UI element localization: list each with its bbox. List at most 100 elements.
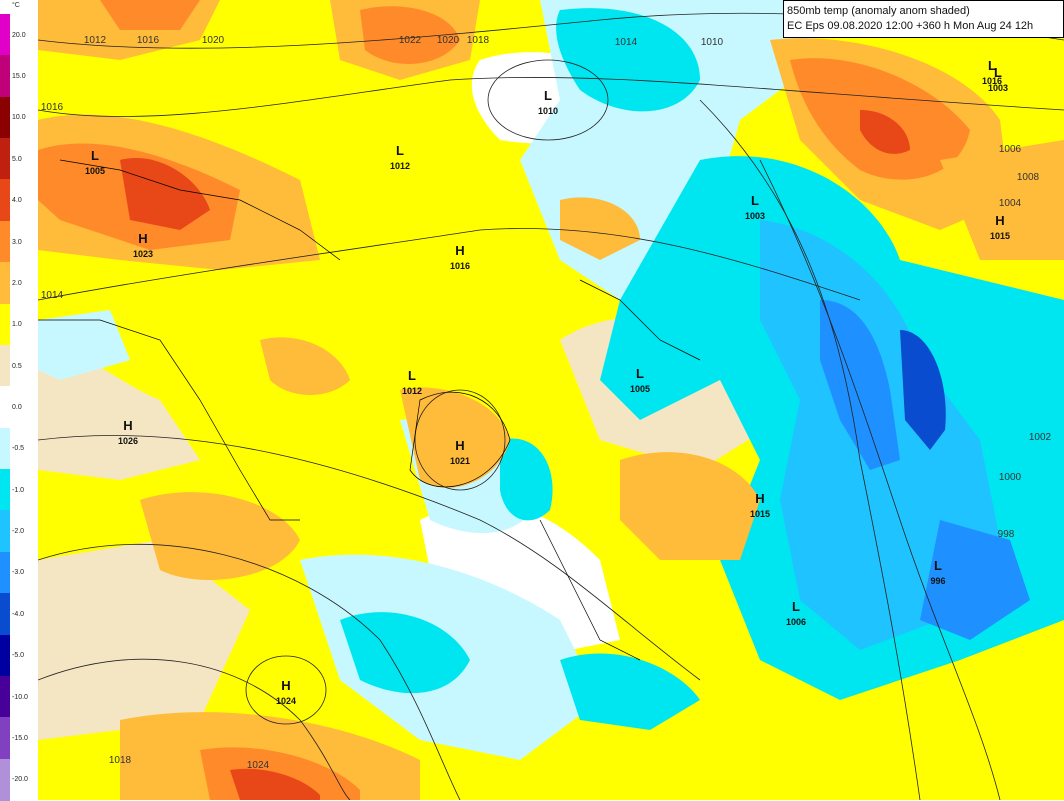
pressure-center-value: 1024 [276, 696, 296, 706]
legend-swatch [0, 634, 10, 677]
neutral-area [38, 540, 250, 740]
pressure-center-value: 1021 [450, 456, 470, 466]
pressure-center-letter: H [755, 491, 764, 506]
pressure-center-value: 1005 [630, 384, 650, 394]
title-line2: EC Eps 09.08.2020 12:00 +360 h Mon Aug 2… [787, 20, 1034, 32]
legend-swatch [0, 717, 10, 760]
legend-label: -0.5 [12, 445, 25, 453]
legend-label: 5.0 [12, 155, 22, 163]
legend-label: -20.0 [12, 776, 28, 784]
warm-area [560, 197, 640, 260]
isobar-label: 1022 [399, 35, 422, 46]
pressure-center-letter: L [751, 193, 759, 208]
cold-area [820, 300, 900, 470]
warm-area [360, 6, 460, 64]
pressure-center-value: 1012 [390, 161, 410, 171]
pressure-center-letter: H [123, 418, 132, 433]
warm-area [860, 110, 910, 154]
legend-label: -2.0 [12, 528, 25, 536]
legend-swatch [0, 96, 10, 140]
pressure-center-value: 1006 [786, 617, 806, 627]
legend-swatch [0, 14, 10, 57]
cold-area [560, 653, 700, 730]
legend-swatch [0, 344, 10, 388]
legend-swatch [0, 220, 10, 264]
isobar-label: 1020 [202, 35, 225, 46]
legend-swatch [0, 675, 10, 719]
isobar-label: 1016 [137, 35, 160, 46]
pressure-center-value: 1026 [118, 436, 138, 446]
pressure-center-value: 1005 [85, 166, 105, 176]
legend-swatch [0, 303, 10, 346]
cold-area [920, 520, 1030, 640]
legend-swatch [0, 510, 10, 553]
legend-label: 2.0 [12, 279, 22, 287]
legend-swatch [0, 179, 10, 222]
pressure-center-letter: L [396, 143, 404, 158]
isobar-label: 1016 [41, 102, 64, 113]
legend-swatch [0, 427, 10, 471]
legend-label: 3.0 [12, 238, 22, 246]
legend-label: -4.0 [12, 610, 25, 618]
legend-swatch [0, 758, 10, 801]
legend-label: 0.0 [12, 404, 22, 411]
legend-swatch [0, 593, 10, 636]
pressure-center-letter: L [636, 366, 644, 381]
warm-area [120, 158, 210, 230]
title-line1: 850mb temp (anomaly anom shaded) [787, 5, 970, 17]
isobar-label: 1008 [1017, 172, 1040, 183]
warm-area [940, 140, 1064, 260]
warm-area [100, 0, 200, 30]
pressure-center-letter: H [281, 678, 290, 693]
isobar-label: 1006 [999, 144, 1022, 155]
pressure-center-letter: L [544, 88, 552, 103]
legend-unit: °C [12, 2, 20, 9]
pressure-center-letter: L [994, 65, 1002, 80]
legend-label: -10.0 [12, 693, 28, 701]
coastlines [38, 159, 701, 661]
pressure-center-letter: H [138, 231, 147, 246]
neutral-area [38, 354, 200, 480]
pressure-center-value: 1012 [402, 386, 422, 396]
isobar-label: 1018 [109, 755, 132, 766]
legend-label: -3.0 [12, 569, 25, 577]
pressure-center-letter: L [792, 599, 800, 614]
cold-area [500, 438, 553, 521]
legend-label: 1.0 [12, 321, 22, 329]
warm-area [140, 492, 300, 580]
legend-label: -5.0 [12, 652, 25, 660]
isobar-label: 1024 [247, 760, 270, 771]
legend-label: 15.0 [12, 73, 26, 81]
isobar-label: 1014 [41, 290, 64, 301]
pressure-center-value: 996 [930, 576, 945, 586]
warm-area [400, 387, 510, 488]
isobar-label: 1014 [615, 37, 638, 48]
isobar-label: 1018 [467, 35, 490, 46]
legend-label: 20.0 [12, 31, 26, 39]
pressure-center-letter: H [455, 438, 464, 453]
isobar-label: 998 [998, 529, 1015, 540]
pressure-center-letter: H [995, 213, 1004, 228]
legend-label: -1.0 [12, 486, 25, 494]
legend-label: 4.0 [12, 197, 22, 205]
pressure-center-value: 1016 [450, 261, 470, 271]
pressure-center-value: 1015 [990, 231, 1010, 241]
pressure-center-value: 1016 [982, 76, 1002, 86]
legend-label: -15.0 [12, 734, 28, 742]
pressure-center-letter: L [934, 558, 942, 573]
pressure-center-value: 1010 [538, 106, 558, 116]
warm-area [260, 337, 350, 395]
cold-area [900, 330, 946, 450]
isobar-label: 1004 [999, 198, 1022, 209]
isobar-label: 1002 [1029, 432, 1052, 443]
map-title: 850mb temp (anomaly anom shaded) EC Eps … [783, 0, 1064, 38]
warm-area [620, 452, 760, 560]
legend-swatch [0, 138, 10, 181]
isobar-label: 1012 [84, 35, 107, 46]
pressure-center-value: 1003 [988, 83, 1008, 93]
legend-swatch [0, 55, 10, 98]
pressure-center-value: 1023 [133, 249, 153, 259]
isobar-label: 1020 [437, 35, 460, 46]
legend-label: 0.5 [12, 362, 22, 370]
pressure-center-letter: L [988, 58, 996, 73]
